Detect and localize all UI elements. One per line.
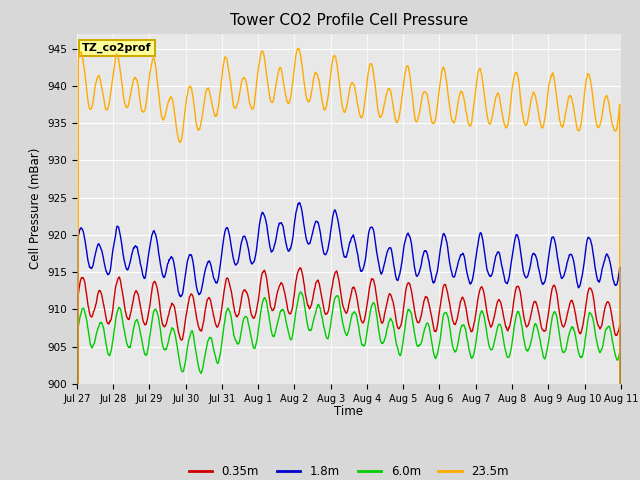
X-axis label: Time: Time (334, 405, 364, 418)
Legend: 0.35m, 1.8m, 6.0m, 23.5m: 0.35m, 1.8m, 6.0m, 23.5m (184, 461, 514, 480)
Title: Tower CO2 Profile Cell Pressure: Tower CO2 Profile Cell Pressure (230, 13, 468, 28)
Text: TZ_co2prof: TZ_co2prof (82, 43, 152, 53)
Y-axis label: Cell Pressure (mBar): Cell Pressure (mBar) (29, 148, 42, 269)
